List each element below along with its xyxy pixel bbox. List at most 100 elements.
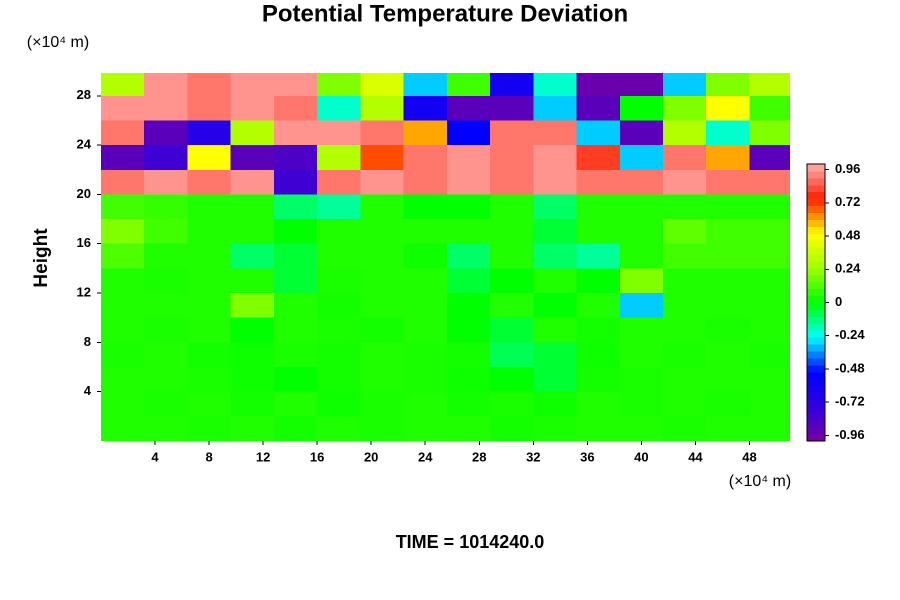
heat-cell	[230, 268, 274, 294]
heat-cell	[317, 169, 361, 195]
colorbar-band	[807, 191, 825, 200]
colorbar-band	[807, 323, 825, 331]
heat-cell	[317, 219, 361, 244]
x-tick-label: 32	[526, 449, 540, 464]
heat-cell	[187, 169, 231, 195]
heat-cell	[576, 169, 620, 195]
heat-cell	[317, 391, 361, 417]
heat-cell	[101, 194, 145, 220]
heat-cell	[101, 268, 145, 294]
heat-cell	[144, 416, 188, 441]
heat-cell	[317, 416, 361, 441]
colorbar-band	[807, 385, 825, 394]
colorbar-band	[807, 247, 825, 255]
heat-cell	[490, 73, 534, 96]
heat-cell	[446, 342, 491, 368]
heat-cell	[230, 194, 274, 220]
y-unit-label: (×10⁴ m)	[27, 34, 89, 51]
y-tick-label: 12	[77, 284, 91, 299]
heat-cell	[533, 120, 577, 146]
heat-cell	[490, 391, 534, 417]
heat-cell	[317, 120, 361, 146]
y-tick-label: 28	[77, 87, 91, 102]
chart-title: Potential Temperature Deviation	[262, 0, 628, 27]
colorbar-band	[807, 427, 825, 435]
y-tick-label: 16	[77, 235, 91, 250]
heat-cell	[144, 169, 188, 195]
x-tick-label: 48	[742, 449, 756, 464]
heat-cell	[749, 243, 790, 269]
heat-cell	[533, 243, 577, 269]
heat-cell	[317, 194, 361, 220]
heat-cell	[533, 95, 577, 121]
heat-cell	[576, 391, 620, 417]
colorbar-band	[807, 378, 825, 387]
heat-cell	[403, 169, 447, 195]
heat-cell	[490, 120, 534, 146]
colorbar-band	[807, 364, 825, 373]
heat-cell	[619, 145, 664, 170]
heat-cell	[273, 145, 318, 170]
heat-cell	[619, 169, 664, 195]
heat-cell	[446, 367, 491, 392]
x-tick-label: 36	[580, 449, 594, 464]
x-tick-label: 16	[310, 449, 324, 464]
heat-cell	[273, 95, 318, 121]
heat-cell	[101, 95, 145, 121]
heat-cell	[273, 293, 318, 318]
colorbar-band	[807, 309, 825, 317]
heat-cell	[490, 219, 534, 244]
heat-cell	[101, 243, 145, 269]
colorbar-band	[807, 260, 825, 269]
heat-cell	[230, 342, 274, 368]
heat-cell	[230, 169, 274, 195]
heat-cell	[403, 391, 447, 417]
heat-cell	[187, 367, 231, 392]
heat-cell	[446, 145, 491, 170]
heat-cell	[749, 391, 790, 417]
heat-cell	[230, 219, 274, 244]
heat-cell	[663, 391, 707, 417]
heat-cell	[144, 73, 188, 96]
heat-cell	[490, 416, 534, 441]
heat-cell	[403, 342, 447, 368]
heat-cell	[403, 367, 447, 392]
heat-cell	[533, 145, 577, 170]
heat-cell	[533, 219, 577, 244]
heat-cell	[273, 73, 318, 96]
heat-cell	[187, 317, 231, 343]
colorbar-band	[807, 267, 825, 276]
heat-cell	[619, 342, 664, 368]
heat-cell	[144, 194, 188, 220]
heat-cell	[273, 317, 318, 343]
heat-cell	[360, 120, 404, 146]
colorbar-band	[807, 302, 825, 310]
colorbar-band	[807, 288, 825, 297]
heat-cell	[360, 194, 404, 220]
y-tick-label: 8	[84, 334, 91, 349]
heat-cell	[619, 293, 664, 318]
colorbar-tick-label: -0.96	[835, 427, 865, 442]
heat-cell	[101, 293, 145, 318]
heat-cell	[706, 243, 750, 269]
colorbar-band	[807, 164, 825, 172]
colorbar-band	[807, 170, 825, 179]
heat-cell	[706, 293, 750, 318]
heat-cell	[446, 95, 491, 121]
heat-cell	[490, 169, 534, 195]
heat-cell	[490, 268, 534, 294]
heat-cell	[187, 219, 231, 244]
heat-cell	[533, 367, 577, 392]
heat-cell	[533, 317, 577, 343]
heat-cell	[706, 342, 750, 368]
heat-cell	[576, 243, 620, 269]
heat-cell	[360, 416, 404, 441]
heat-cell	[403, 219, 447, 244]
x-tick-label: 24	[418, 449, 433, 464]
heat-cell	[403, 194, 447, 220]
heat-cell	[360, 293, 404, 318]
heat-cell	[706, 268, 750, 294]
heat-cell	[663, 293, 707, 318]
heat-cell	[749, 73, 790, 96]
x-tick-label: 20	[364, 449, 378, 464]
